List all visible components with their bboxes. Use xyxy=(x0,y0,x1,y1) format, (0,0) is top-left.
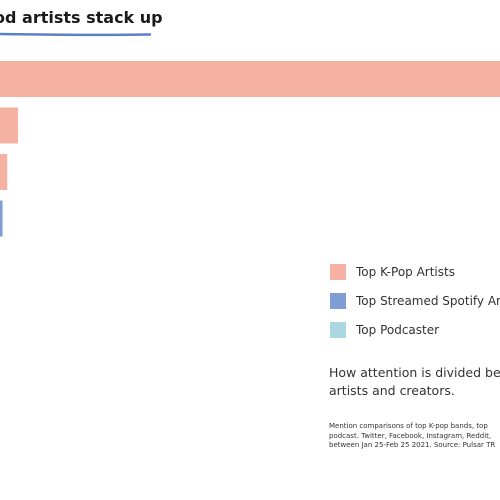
legend: Top K-Pop Artists Top Streamed Spotify A… xyxy=(330,262,500,349)
footnote-line-1: Mention comparisons of top K-pop bands, … xyxy=(329,422,488,430)
chart-title: od artists stack up xyxy=(0,8,163,27)
legend-swatch-spotify xyxy=(330,292,346,309)
bar-chart xyxy=(0,61,500,237)
subtitle-line-2: artists and creators. xyxy=(329,383,455,398)
bar-1 xyxy=(0,61,500,97)
legend-label-spotify: Top Streamed Spotify Artists xyxy=(356,293,500,308)
bar-2 xyxy=(0,107,19,144)
subtitle-line-1: How attention is divided betw xyxy=(329,365,500,380)
legend-swatch-podcaster xyxy=(330,321,346,338)
footnote-line-3: between Jan 25-Feb 25 2021. Source: Puls… xyxy=(329,441,496,449)
title-underline xyxy=(0,32,152,37)
legend-item-kpop: Top K-Pop Artists xyxy=(330,262,500,281)
footnote-line-2: podcast. Twitter, Facebook, Instagram, R… xyxy=(329,431,492,440)
bar-3 xyxy=(0,154,8,190)
legend-item-podcaster: Top Podcaster xyxy=(330,320,500,339)
bar-4 xyxy=(0,200,3,237)
chart-footnote: Mention comparisons of top K-pop bands, … xyxy=(329,422,500,451)
legend-label-podcaster: Top Podcaster xyxy=(356,322,440,337)
legend-swatch-kpop xyxy=(330,263,346,280)
legend-label-kpop: Top K-Pop Artists xyxy=(356,264,455,279)
chart-subtitle: How attention is divided betw artists an… xyxy=(329,364,500,400)
title-underline-stroke xyxy=(0,32,152,37)
legend-item-spotify: Top Streamed Spotify Artists xyxy=(330,291,500,310)
